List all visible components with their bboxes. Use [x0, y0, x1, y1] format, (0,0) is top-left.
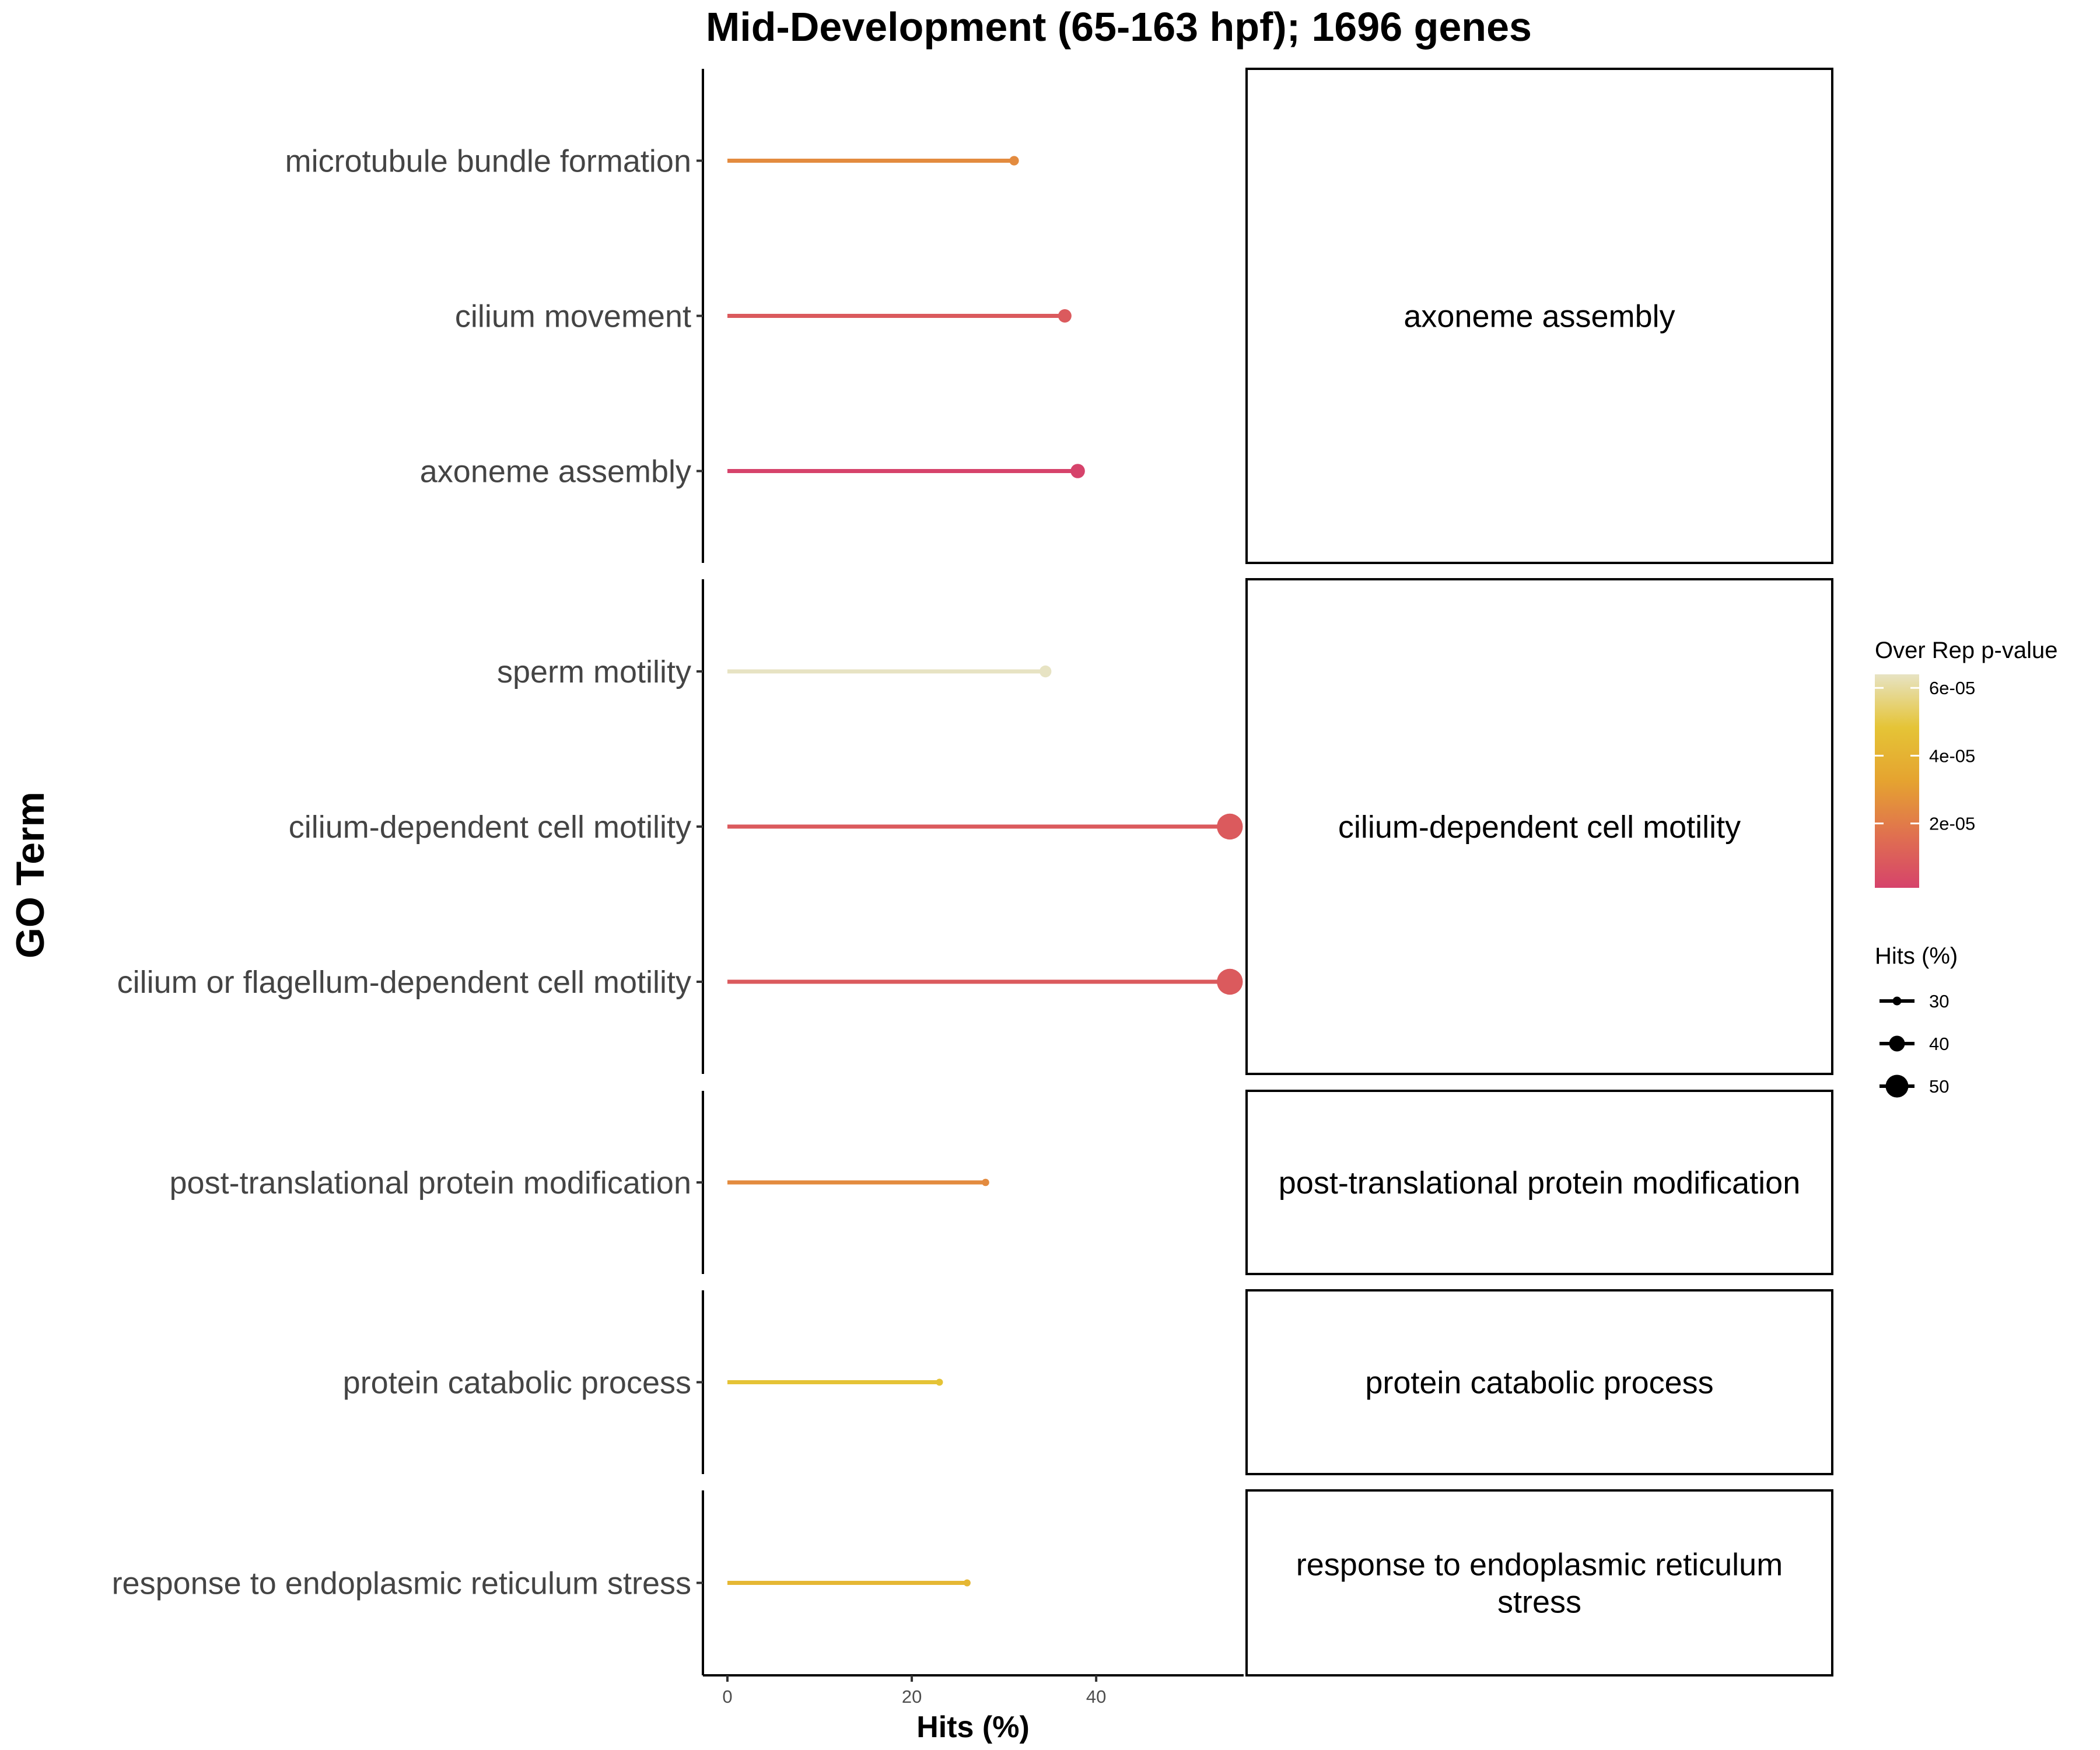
facet-strip-label: stress	[1497, 1585, 1581, 1620]
chart-title: Mid-Development (65-163 hpf); 1696 genes	[706, 4, 1532, 50]
size-legend-label: 40	[1929, 1034, 1949, 1054]
legend-layer: Over Rep p-value 6e-05 4e-05 2e-05 Hits (%) 3…	[1875, 638, 2057, 1098]
facet-strip-label: post-translational protein modification	[1279, 1166, 1800, 1200]
y-tick-label: protein catabolic process	[343, 1366, 691, 1401]
facet-panel: post-translational protein modification p…	[170, 1090, 1833, 1275]
size-legend-point	[1889, 1035, 1905, 1052]
facet-panel: cilium-dependent cell motility sperm moti…	[117, 578, 1833, 1075]
y-tick-label: cilium or flagellum-dependent cell motil…	[117, 965, 691, 1000]
color-bar-label: 2e-05	[1929, 814, 1975, 834]
color-legend-title: Over Rep p-value	[1875, 638, 2057, 663]
y-axis-title: GO Term	[8, 792, 52, 958]
y-tick-label: cilium-dependent cell motility	[289, 810, 691, 845]
y-tick-label: cilium movement	[455, 299, 691, 334]
size-legend-title: Hits (%)	[1875, 943, 1958, 969]
color-bar-label: 4e-05	[1929, 746, 1975, 766]
facet-strip-box	[1245, 1489, 1833, 1676]
size-legend-label: 50	[1929, 1076, 1949, 1097]
x-axis-title: Hits (%)	[916, 1710, 1030, 1744]
facet-strip-box	[1245, 578, 1833, 1075]
facet-panel: axoneme assembly microtubule bundle forma…	[285, 68, 1833, 564]
size-legend-point	[1892, 996, 1902, 1006]
lollipop-point	[1040, 665, 1052, 678]
x-tick-label: 20	[902, 1686, 922, 1707]
color-bar-label: 6e-05	[1929, 678, 1975, 698]
y-tick-label: microtubule bundle formation	[285, 144, 691, 179]
plot-layer: axoneme assembly microtubule bundle forma…	[112, 68, 1833, 1707]
facet-strip-label: protein catabolic process	[1365, 1366, 1713, 1401]
lollipop-point	[936, 1378, 943, 1386]
facet-strip-label: axoneme assembly	[1404, 299, 1675, 334]
size-legend-point	[1885, 1074, 1909, 1098]
facet-strip-label: cilium-dependent cell motility	[1338, 810, 1741, 845]
facet-strip-box	[1245, 1090, 1833, 1275]
y-tick-label: response to endoplasmic reticulum stress	[112, 1566, 691, 1601]
facet-strip-box	[1245, 68, 1833, 564]
lollipop-point	[1217, 968, 1243, 995]
x-tick-label: 0	[722, 1686, 732, 1707]
lollipop-point	[982, 1178, 989, 1186]
color-bar	[1875, 674, 1919, 888]
lollipop-point	[1217, 813, 1243, 840]
lollipop-point	[1070, 464, 1085, 478]
facet-strip-box	[1245, 1289, 1833, 1475]
y-tick-label: sperm motility	[497, 654, 691, 690]
lollipop-point	[963, 1579, 971, 1587]
size-legend-label: 30	[1929, 991, 1949, 1012]
facet-panel: protein catabolic process protein catabol…	[343, 1289, 1833, 1475]
x-tick-label: 40	[1086, 1686, 1106, 1707]
y-tick-label: post-translational protein modification	[170, 1166, 691, 1200]
lollipop-point	[1009, 156, 1019, 166]
facet-strip-label: response to endoplasmic reticulum	[1296, 1548, 1783, 1583]
lollipop-point	[1058, 309, 1072, 323]
y-tick-label: axoneme assembly	[420, 454, 691, 489]
